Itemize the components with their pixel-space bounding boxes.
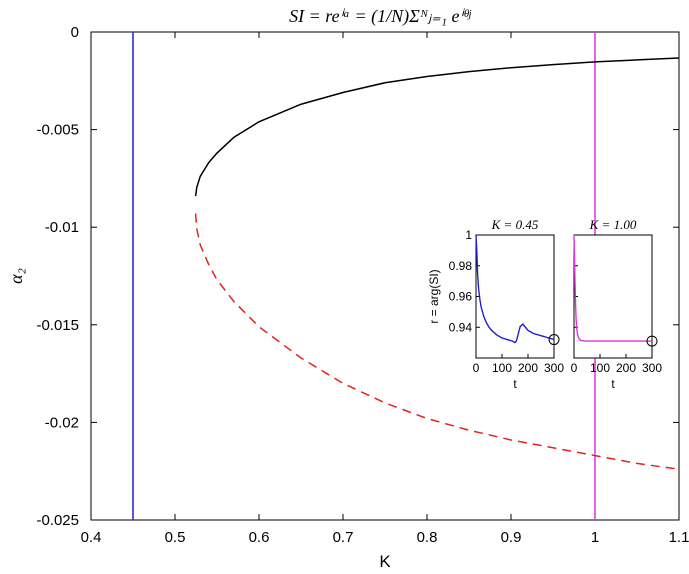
main-plot: 0.4 0.5 0.6 0.7 0.8 0.9 1 1.1 0 -0.005 -0.01 -0.01… (36, 24, 689, 546)
y-tick-label: -0.025 (36, 512, 79, 529)
chart-title: SI = reⁱᵃ = (1/N)Σᴺⱼ₌₁ eⁱᶿʲ (289, 6, 472, 27)
x-tick-label: 0.7 (333, 529, 354, 546)
inset-plot-k045: 0 100 200 300 0.94 0.96 0.98 1 K = 0.45 t r = arg(… (427, 217, 564, 391)
inset-y-tick-label: 1 (465, 228, 472, 242)
inset-x-tick-label: 300 (544, 361, 564, 375)
inset-y-axis-label: r = arg(SI) (427, 269, 441, 323)
inset-title: K = 0.45 (491, 217, 539, 232)
x-axis-label: K (379, 552, 391, 571)
x-tick-label: 0.8 (417, 529, 438, 546)
inset-frame (573, 234, 653, 359)
inset-title: K = 1.00 (589, 217, 637, 232)
inset-x-tick-label: 200 (616, 361, 636, 375)
inset-series-line (475, 234, 555, 344)
inset-x-tick-label: 200 (518, 361, 538, 375)
inset-end-marker (646, 335, 658, 347)
inset-end-marker (548, 334, 560, 346)
inset-plot-k100: 0 100 200 300 K = 1.00 t (571, 217, 663, 391)
main-plot-frame (90, 31, 680, 521)
inset-frame (475, 234, 555, 359)
inset-x-tick-label: 0 (571, 361, 578, 375)
inset-x-tick-label: 0 (473, 361, 480, 375)
inset-x-tick-label: 100 (492, 361, 512, 375)
x-tick-label: 0.5 (165, 529, 186, 546)
bifurcation-curves (194, 57, 680, 470)
inset-y-tick-label: 0.96 (449, 290, 473, 304)
x-tick-label: 1 (591, 529, 599, 546)
inset-x-tick-label: 300 (642, 361, 662, 375)
y-axis-ticks: 0 -0.005 -0.01 -0.015 -0.02 -0.025 (36, 24, 679, 529)
inset-y-tick-label: 0.94 (449, 320, 473, 334)
y-tick-label: -0.005 (36, 122, 79, 139)
stable-branch-line (194, 57, 680, 197)
inset-x-tick-label: 100 (590, 361, 610, 375)
y-tick-label: 0 (71, 24, 79, 41)
y-axis-label: α₂ (6, 268, 26, 284)
unstable-branch-line (194, 213, 680, 470)
x-tick-label: 0.4 (81, 529, 102, 546)
y-tick-label: -0.01 (45, 219, 79, 236)
x-tick-label: 0.6 (249, 529, 270, 546)
x-tick-label: 0.9 (501, 529, 522, 546)
inset-y-tick-label: 0.98 (449, 259, 473, 273)
x-tick-label: 1.1 (669, 529, 689, 546)
y-tick-label: -0.015 (36, 317, 79, 334)
inset-x-axis-label: t (513, 377, 517, 391)
inset-x-axis-label: t (611, 377, 615, 391)
inset-series-line (573, 234, 652, 342)
y-tick-label: -0.02 (45, 414, 79, 431)
x-axis-ticks: 0.4 0.5 0.6 0.7 0.8 0.9 1 1.1 (81, 32, 689, 546)
